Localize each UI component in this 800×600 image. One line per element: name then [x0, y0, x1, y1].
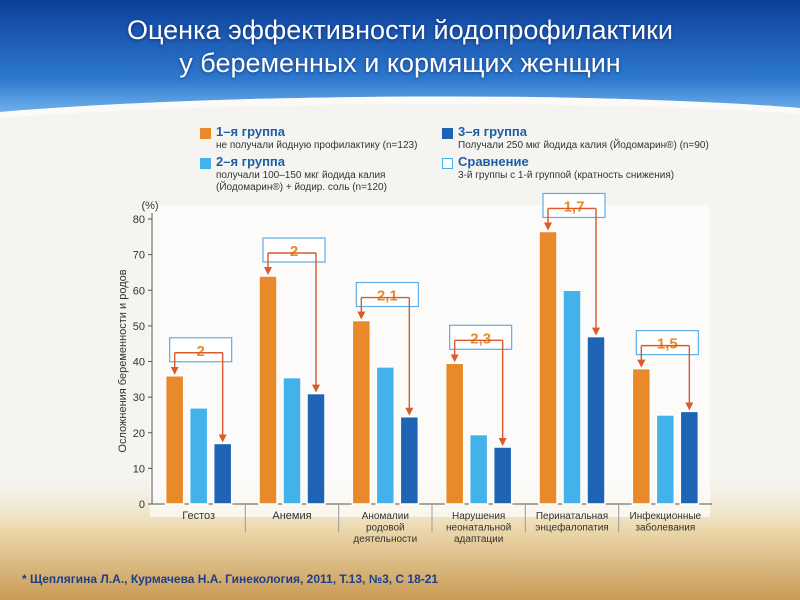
- bar-group1: [538, 230, 558, 505]
- y-tick-label: 70: [133, 250, 145, 262]
- y-tick-label: 50: [133, 321, 145, 333]
- y-tick-label: 60: [133, 285, 145, 297]
- legend-swatch-group3: [442, 128, 453, 139]
- y-axis-label: Осложнения беременности и родов: [117, 269, 129, 452]
- x-category-label: Гестоз: [182, 510, 215, 522]
- bar-group1: [444, 362, 465, 505]
- x-category-label: Анемия: [272, 510, 311, 522]
- ratio-box: [542, 192, 606, 219]
- unit-label: (%): [141, 200, 158, 212]
- bar-group1: [258, 275, 278, 505]
- bar-group1: [351, 319, 372, 505]
- x-category-label: энцефалопатия: [535, 522, 608, 534]
- ratio-label: 2: [196, 343, 204, 360]
- legend-swatch-compare: [442, 158, 453, 169]
- x-category-label: Перинатальная: [536, 511, 608, 522]
- y-tick-label: 40: [133, 357, 145, 369]
- ratio-label: 2,1: [377, 288, 398, 305]
- bar-group3: [586, 335, 606, 505]
- bar-group3: [212, 442, 233, 505]
- ratio-label: 1,5: [657, 336, 678, 353]
- ratio-label: 1,7: [564, 198, 585, 215]
- page-title: Оценка эффективности йодопрофилактики у …: [127, 15, 673, 78]
- bar-group2: [562, 289, 582, 505]
- source-footnote: * Щеплягина Л.А., Курмачева Н.А. Гинекол…: [22, 572, 439, 586]
- bar-group1: [631, 367, 652, 505]
- x-category-label: деятельности: [353, 534, 417, 545]
- y-tick-label: 0: [139, 499, 145, 511]
- ratio-label: 2,3: [470, 330, 491, 347]
- bar-group2: [188, 407, 209, 505]
- bar-group1: [164, 375, 185, 505]
- legend-name-group3: 3–я группа: [458, 124, 528, 139]
- legend-swatch-group1: [200, 128, 211, 139]
- x-category-label: заболевания: [635, 522, 695, 534]
- legend-swatch-group2: [200, 158, 211, 169]
- x-category-label: адаптации: [454, 534, 503, 545]
- legend-name-group2: 2–я группа: [216, 154, 286, 169]
- legend-name-compare: Сравнение: [458, 154, 529, 169]
- bar-group3: [492, 446, 513, 505]
- legend-desc-group1: не получали йодную профилактику (n=123): [216, 140, 418, 151]
- y-tick-label: 30: [133, 392, 145, 404]
- legend-desc-compare: 3-й группы с 1-й группой (кратность сниж…: [458, 170, 675, 181]
- x-category-label: неонатальной: [446, 523, 511, 534]
- legend-compare: Сравнение 3-й группы с 1-й группой (крат…: [442, 154, 742, 184]
- x-category-label: Инфекционные: [630, 510, 702, 522]
- ratio-box: [355, 281, 419, 308]
- legend-desc-group3: Получали 250 мкг йодида калия (Йодомарин…: [458, 140, 709, 151]
- legend-group2: 2–я группа получали 100–150 мкг йодида к…: [200, 154, 430, 198]
- x-category-label: Нарушения: [452, 511, 505, 522]
- bar-group2: [655, 414, 676, 505]
- bar-group2: [282, 376, 302, 505]
- ratio-box: [262, 237, 326, 263]
- legend-name-group1: 1–я группа: [216, 124, 286, 139]
- x-category-label: Аномалии: [362, 511, 409, 522]
- bar-group3: [306, 392, 326, 505]
- plot-background: [150, 205, 710, 517]
- ratio-box: [635, 330, 699, 356]
- bar-group2: [468, 433, 489, 505]
- bar-group3: [679, 410, 700, 505]
- legend-group3: 3–я группа Получали 250 мкг йодида калия…: [442, 124, 742, 154]
- y-tick-label: 10: [133, 463, 145, 475]
- bar-group2: [375, 366, 396, 505]
- ratio-label: 2: [290, 243, 298, 260]
- y-tick-label: 80: [133, 214, 145, 226]
- legend-desc-group2: получали 100–150 мкг йодида калия (Йодом…: [216, 170, 387, 193]
- y-tick-label: 20: [133, 428, 145, 440]
- legend-group1: 1–я группа не получали йодную профилакти…: [200, 124, 430, 154]
- ratio-box: [449, 324, 513, 350]
- bar-group3: [399, 415, 420, 505]
- ratio-box: [169, 337, 233, 363]
- x-category-label: родовой: [366, 523, 405, 534]
